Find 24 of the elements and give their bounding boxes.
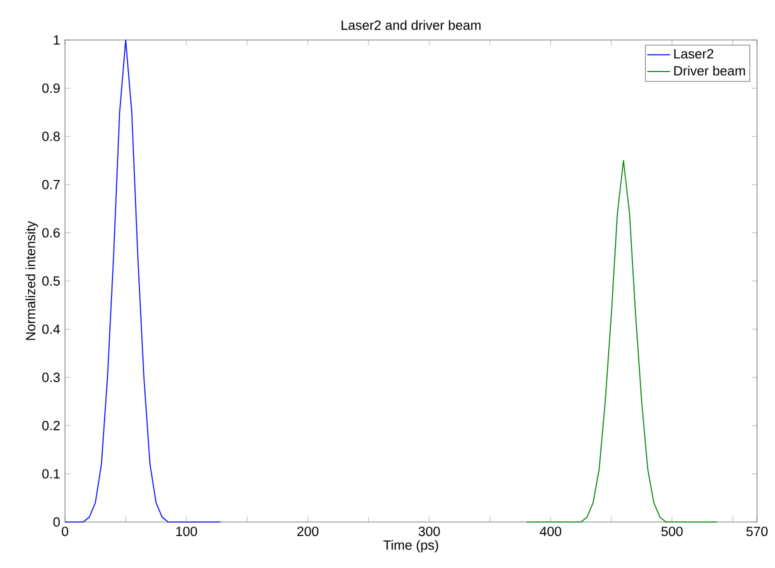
y-tick-label: 0.7 <box>42 180 60 190</box>
y-tick-label: 0.1 <box>42 469 60 479</box>
y-tick-label: 0.6 <box>42 228 60 238</box>
y-tick-label: 0.4 <box>42 324 60 334</box>
x-tick-label: 0 <box>62 526 68 536</box>
x-tick-label: 500 <box>661 526 683 536</box>
y-tick-label: 0.9 <box>42 83 60 93</box>
x-tick-label: 100 <box>176 526 198 536</box>
x-axis-title: Time (ps) <box>383 540 438 552</box>
y-tick-label: 0.3 <box>42 372 60 382</box>
y-tick-label: 0 <box>53 517 60 527</box>
y-tick-label: 0.2 <box>42 420 60 430</box>
chart-title: Laser2 and driver beam <box>342 20 480 30</box>
y-tick-label: 0.8 <box>42 132 60 142</box>
x-tick-label: 400 <box>540 526 562 536</box>
x-tick-label: 570 <box>746 526 768 536</box>
y-tick-label: 1 <box>54 35 60 45</box>
y-tick-label: 0.5 <box>42 276 60 286</box>
y-axis-title: Normalized intensity <box>26 221 38 340</box>
legend-label: Laser2 <box>674 49 714 59</box>
legend-label: Driver beam <box>674 66 745 76</box>
x-tick-label: 300 <box>418 526 440 536</box>
x-tick-label: 200 <box>297 526 318 536</box>
line-series <box>526 160 718 522</box>
